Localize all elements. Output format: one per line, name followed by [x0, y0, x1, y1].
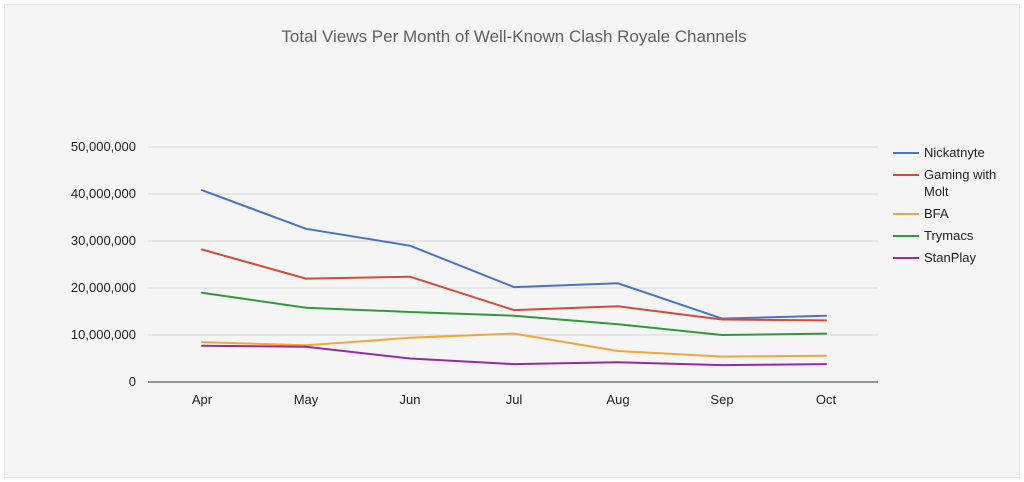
legend-label: BFA	[924, 206, 949, 221]
y-tick-label: 30,000,000	[71, 233, 136, 248]
legend: Nickatnyte Gaming with Molt BFA Trymacs StanP…	[893, 145, 996, 265]
series-line	[201, 291, 827, 336]
y-tick-label: 20,000,000	[71, 280, 136, 295]
x-tick-label: Oct	[816, 392, 837, 407]
legend-label: StanPlay	[924, 250, 977, 265]
x-tick-label: Jul	[506, 392, 523, 407]
grid-lines	[148, 146, 878, 336]
legend-label: Trymacs	[924, 228, 974, 243]
legend-label: Nickatnyte	[924, 145, 985, 160]
series-line	[201, 344, 827, 367]
y-tick-label: 40,000,000	[71, 186, 136, 201]
chart-title: Total Views Per Month of Well-Known Clas…	[281, 27, 746, 46]
x-axis: Apr May Jun Jul Aug Sep Oct	[148, 381, 878, 407]
y-tick-label: 10,000,000	[71, 327, 136, 342]
x-tick-label: Sep	[710, 392, 733, 407]
series-line	[201, 189, 827, 320]
x-tick-label: Apr	[192, 392, 213, 407]
x-tick-label: Aug	[606, 392, 629, 407]
x-tick-label: May	[294, 392, 319, 407]
series-lines	[201, 189, 827, 367]
y-axis: 0 10,000,000 20,000,000 30,000,000 40,000,00…	[71, 139, 136, 389]
series-line	[201, 332, 827, 358]
y-tick-label: 50,000,000	[71, 139, 136, 154]
x-tick-label: Jun	[400, 392, 421, 407]
legend-label: Gaming with Molt	[924, 167, 996, 199]
y-tick-label: 0	[129, 374, 136, 389]
series-line	[201, 248, 827, 322]
